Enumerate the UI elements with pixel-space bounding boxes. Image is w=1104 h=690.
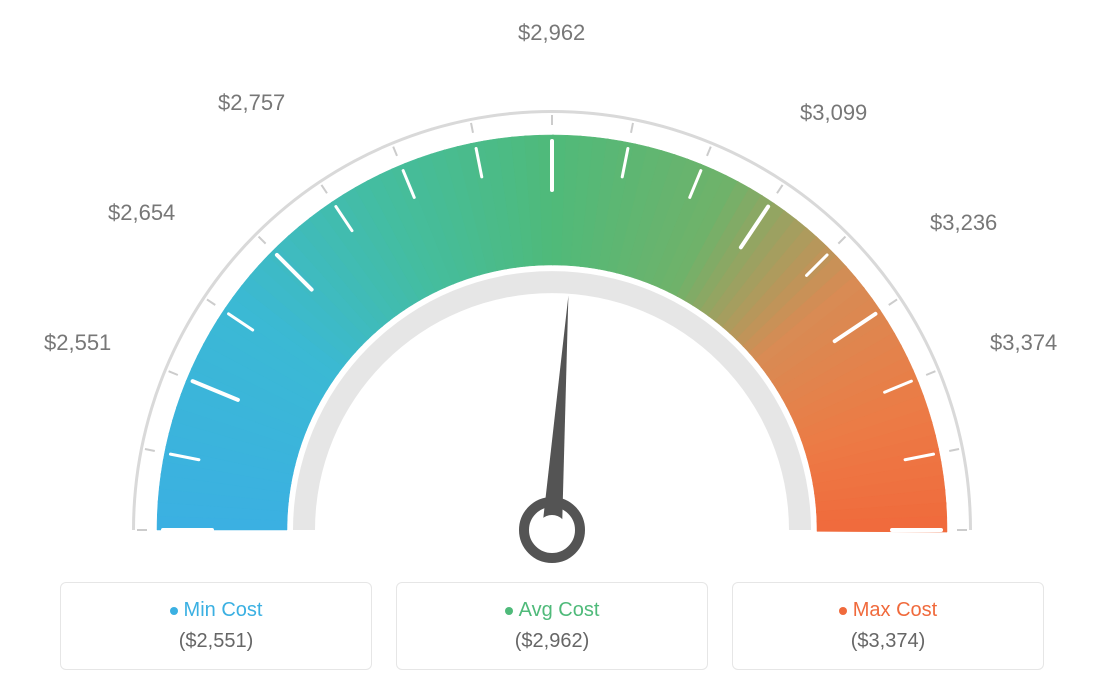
legend-value-min: ($2,551) <box>81 630 351 653</box>
gauge-tick-label: $3,099 <box>800 100 867 126</box>
dot-icon <box>505 607 513 615</box>
legend-card-min: Min Cost ($2,551) <box>60 582 372 670</box>
legend-title-min-text: Min Cost <box>184 599 263 621</box>
legend-row: Min Cost ($2,551) Avg Cost ($2,962) Max … <box>60 582 1044 670</box>
gauge-tick-label: $3,236 <box>930 210 997 236</box>
legend-title-min: Min Cost <box>81 599 351 622</box>
gauge-area: $2,551 $2,654 $2,757 $2,962 $3,099 $3,236 $3,3… <box>0 0 1104 570</box>
dot-icon <box>170 607 178 615</box>
legend-card-avg: Avg Cost ($2,962) <box>396 582 708 670</box>
gauge-tick-label: $2,551 <box>44 330 111 356</box>
gauge-tick-label: $2,962 <box>518 20 585 46</box>
gauge-tick-label: $2,757 <box>218 90 285 116</box>
legend-value-avg: ($2,962) <box>417 630 687 653</box>
gauge-tick-label: $3,374 <box>990 330 1057 356</box>
legend-title-avg-text: Avg Cost <box>519 599 600 621</box>
legend-title-avg: Avg Cost <box>417 599 687 622</box>
legend-card-max: Max Cost ($3,374) <box>732 582 1044 670</box>
dot-icon <box>839 607 847 615</box>
legend-title-max-text: Max Cost <box>853 599 937 621</box>
legend-value-max: ($3,374) <box>753 630 1023 653</box>
legend-title-max: Max Cost <box>753 599 1023 622</box>
cost-gauge-container: $2,551 $2,654 $2,757 $2,962 $3,099 $3,236 $3,3… <box>0 0 1104 690</box>
gauge-svg <box>0 0 1104 570</box>
gauge-tick-label: $2,654 <box>108 200 175 226</box>
